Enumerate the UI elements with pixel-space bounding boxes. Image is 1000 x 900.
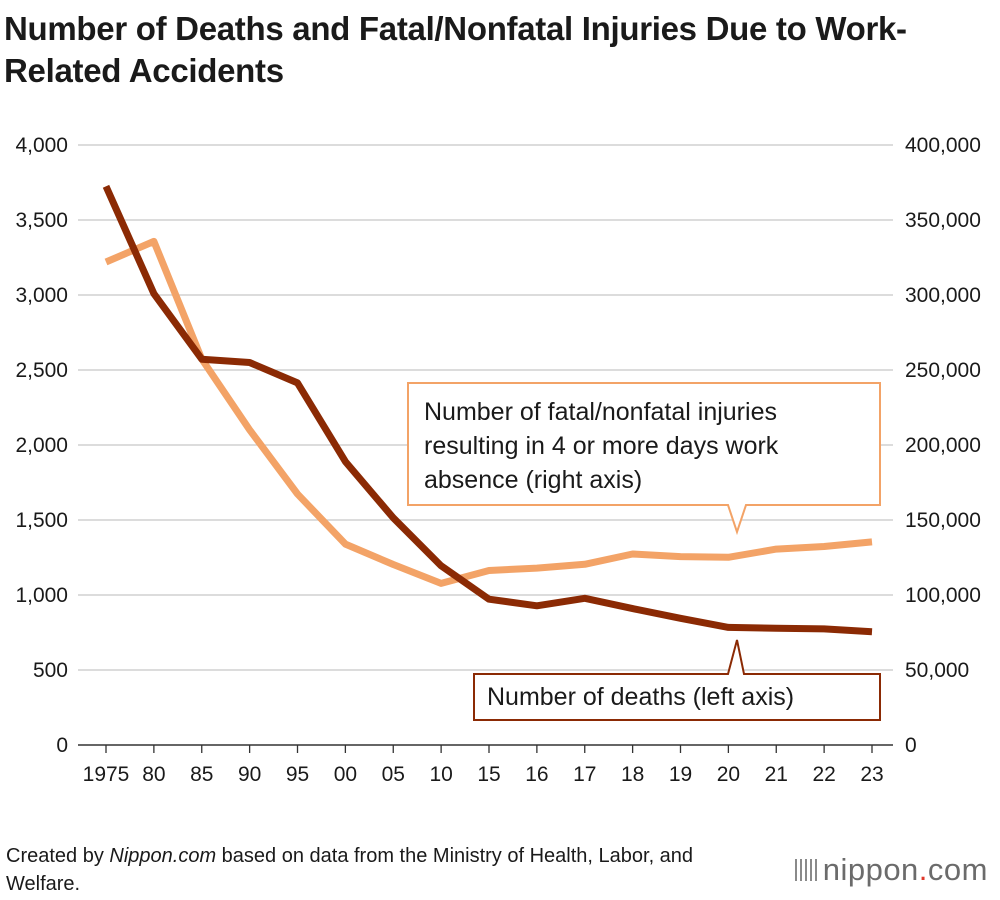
left-tick-label: 1,000 — [15, 584, 68, 607]
right-tick-label: 200,000 — [905, 434, 981, 457]
series-lines — [102, 184, 873, 636]
x-tick-label: 90 — [238, 763, 261, 786]
right-tick-label: 250,000 — [905, 359, 981, 382]
left-tick-label: 500 — [33, 659, 68, 682]
x-tick-label: 16 — [525, 763, 548, 786]
left-tick-label: 0 — [56, 734, 68, 757]
right-tick-label: 0 — [905, 734, 917, 757]
right-axis-ticks: 0 50,000 100,000 150,000 200,000 250,000 300,0… — [905, 134, 981, 757]
gridlines — [78, 144, 893, 746]
injuries-callout-line: resulting in 4 or more days work — [424, 432, 779, 460]
left-tick-label: 4,000 — [15, 134, 68, 157]
left-tick-label: 1,500 — [15, 509, 68, 532]
logo-dot: . — [918, 852, 928, 887]
right-tick-label: 400,000 — [905, 134, 981, 157]
left-tick-label: 3,500 — [15, 209, 68, 232]
left-axis-ticks: 0 500 1,000 1,500 2,000 2,500 3,000 3,500 4,000 — [15, 134, 68, 757]
x-tick-label: 00 — [334, 763, 357, 786]
right-tick-label: 100,000 — [905, 584, 981, 607]
injuries-callout-box — [407, 382, 881, 536]
x-tick-label: 21 — [765, 763, 788, 786]
left-tick-label: 3,000 — [15, 284, 68, 307]
x-tick-label: 05 — [382, 763, 405, 786]
source-note: Created by Nippon.com based on data from… — [6, 842, 766, 898]
injuries-callout-line: Number of fatal/nonfatal injuries — [424, 398, 777, 426]
right-tick-label: 150,000 — [905, 509, 981, 532]
x-tick-label: 18 — [621, 763, 644, 786]
x-tick-label: 19 — [669, 763, 692, 786]
x-tick-label: 23 — [860, 763, 883, 786]
source-suffix: based on data from the Ministry of Healt… — [6, 845, 694, 895]
logo-name: nippon — [822, 852, 919, 887]
right-tick-label: 350,000 — [905, 209, 981, 232]
injuries-callout-line: absence (right axis) — [424, 466, 642, 494]
x-tick-label: 1975 — [83, 763, 130, 786]
x-tick-label: 20 — [717, 763, 740, 786]
right-tick-label: 50,000 — [905, 659, 969, 682]
x-tick-label: 95 — [286, 763, 309, 786]
left-tick-label: 2,500 — [15, 359, 68, 382]
nippon-logo: nippon. com — [794, 852, 988, 888]
logo-bars-icon — [794, 859, 817, 881]
right-tick-label: 300,000 — [905, 284, 981, 307]
x-tick-label: 85 — [190, 763, 213, 786]
x-axis-ticks: 1975 80 85 90 95 00 05 10 15 16 17 18 19 20 21 22 23 — [83, 745, 884, 786]
x-tick-label: 10 — [429, 763, 452, 786]
logo-tld: com — [927, 852, 988, 887]
annotations: Number of fatal/nonfatal injuries resulti… — [407, 382, 881, 721]
x-tick-label: 80 — [142, 763, 165, 786]
x-tick-label: 22 — [812, 763, 835, 786]
chart-title: Number of Deaths and Fatal/Nonfatal Inju… — [4, 10, 907, 89]
source-site: Nippon.com — [109, 845, 217, 867]
x-tick-label: 15 — [477, 763, 500, 786]
deaths-callout-box — [473, 639, 881, 721]
source-prefix: Created by — [6, 845, 110, 867]
left-tick-label: 2,000 — [15, 434, 68, 457]
x-tick-label: 17 — [573, 763, 596, 786]
deaths-callout-label: Number of deaths (left axis) — [487, 683, 794, 711]
